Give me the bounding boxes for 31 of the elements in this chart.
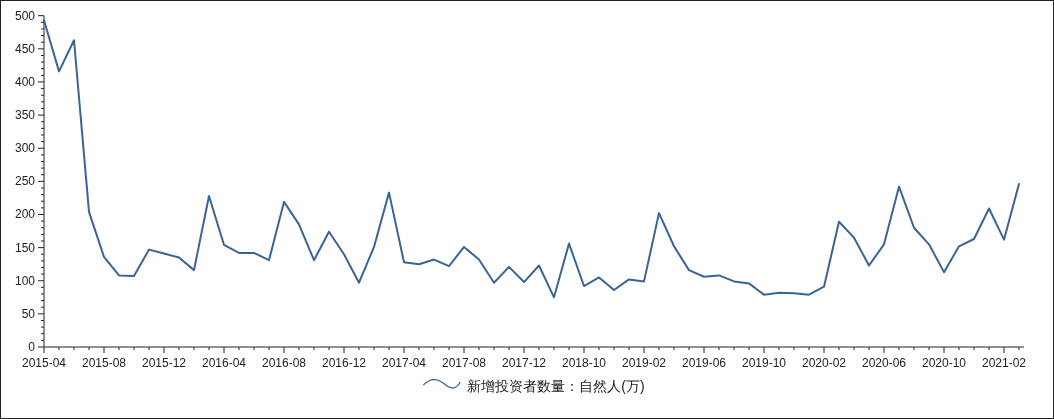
- y-tick-label: 400: [14, 74, 36, 89]
- x-tick-label: 2019-10: [741, 356, 787, 370]
- x-tick-label: 2016-08: [261, 356, 307, 370]
- x-tick-label: 2020-06: [861, 356, 907, 370]
- y-tick-label: 100: [14, 273, 36, 288]
- x-tick-label: 2015-04: [21, 356, 67, 370]
- x-tick-label: 2021-02: [981, 356, 1027, 370]
- y-tick-label: 150: [14, 240, 36, 255]
- x-tick-label: 2017-12: [501, 356, 547, 370]
- y-tick-label: 500: [14, 8, 36, 23]
- x-tick-label: 2020-10: [921, 356, 967, 370]
- x-tick-label: 2017-08: [441, 356, 487, 370]
- x-tick-label: 2020-02: [801, 356, 847, 370]
- line-series: [43, 19, 1020, 299]
- x-tick-label: 2019-02: [621, 356, 667, 370]
- x-tick-label: 2016-12: [321, 356, 367, 370]
- y-tick-label: 200: [14, 207, 36, 222]
- y-tick-label: 0: [28, 340, 36, 354]
- x-tick-label: 2018-10: [561, 356, 607, 370]
- legend: 新增投资者数量：自然人(万): [422, 378, 645, 394]
- y-tick-label: 450: [14, 41, 36, 56]
- x-tick-label: 2019-06: [681, 356, 727, 370]
- x-tick-label: 2015-08: [81, 356, 127, 370]
- y-tick-label: 250: [14, 174, 36, 189]
- x-tick-label: 2017-04: [381, 356, 427, 370]
- x-tick-label: 2016-04: [201, 356, 247, 370]
- legend-label: 新增投资者数量：自然人(万): [467, 378, 645, 394]
- y-tick-label: 50: [21, 306, 36, 321]
- x-tick-label: 2015-12: [141, 356, 187, 370]
- y-tick-label: 300: [14, 141, 36, 156]
- y-tick-label: 350: [14, 108, 36, 123]
